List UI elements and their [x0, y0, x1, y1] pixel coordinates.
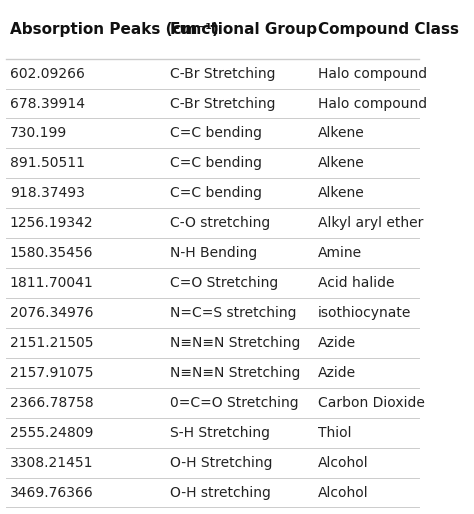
Text: 0=C=O Stretching: 0=C=O Stretching — [170, 396, 299, 410]
Text: O-H stretching: O-H stretching — [170, 486, 271, 500]
Text: N≡N≡N Stretching: N≡N≡N Stretching — [170, 366, 301, 380]
Text: Alkene: Alkene — [318, 186, 365, 200]
Text: 730.199: 730.199 — [10, 126, 67, 140]
Text: Amine: Amine — [318, 246, 362, 260]
Text: 1811.70041: 1811.70041 — [10, 276, 93, 290]
Text: 3469.76366: 3469.76366 — [10, 486, 93, 500]
Text: 918.37493: 918.37493 — [10, 186, 85, 200]
Text: C-Br Stretching: C-Br Stretching — [170, 97, 276, 111]
Text: 2157.91075: 2157.91075 — [10, 366, 93, 380]
Text: 2151.21505: 2151.21505 — [10, 336, 93, 350]
Text: Alkene: Alkene — [318, 126, 365, 140]
Text: N≡N≡N Stretching: N≡N≡N Stretching — [170, 336, 301, 350]
Text: Acid halide: Acid halide — [318, 276, 394, 290]
Text: 1580.35456: 1580.35456 — [10, 246, 93, 260]
Text: 2366.78758: 2366.78758 — [10, 396, 93, 410]
Text: C-Br Stretching: C-Br Stretching — [170, 67, 276, 81]
Text: Alcohol: Alcohol — [318, 455, 369, 470]
Text: N-H Bending: N-H Bending — [170, 246, 257, 260]
Text: 602.09266: 602.09266 — [10, 67, 85, 81]
Text: Azide: Azide — [318, 366, 356, 380]
Text: Thiol: Thiol — [318, 426, 351, 439]
Text: Halo compound: Halo compound — [318, 97, 427, 111]
Text: 2076.34976: 2076.34976 — [10, 306, 93, 320]
Text: Compound Class: Compound Class — [318, 22, 459, 37]
Text: Absorption Peaks (cm⁻¹): Absorption Peaks (cm⁻¹) — [10, 22, 219, 37]
Text: C-O stretching: C-O stretching — [170, 216, 271, 230]
Text: C=C bending: C=C bending — [170, 126, 262, 140]
Text: Functional Group: Functional Group — [170, 22, 317, 37]
Text: N=C=S stretching: N=C=S stretching — [170, 306, 297, 320]
Text: Alkyl aryl ether: Alkyl aryl ether — [318, 216, 423, 230]
Text: 2555.24809: 2555.24809 — [10, 426, 93, 439]
Text: C=C bending: C=C bending — [170, 186, 262, 200]
Text: 1256.19342: 1256.19342 — [10, 216, 93, 230]
Text: 891.50511: 891.50511 — [10, 156, 85, 170]
Text: Alcohol: Alcohol — [318, 486, 369, 500]
Text: C=O Stretching: C=O Stretching — [170, 276, 278, 290]
Text: 3308.21451: 3308.21451 — [10, 455, 93, 470]
Text: Azide: Azide — [318, 336, 356, 350]
Text: 678.39914: 678.39914 — [10, 97, 85, 111]
Text: S-H Stretching: S-H Stretching — [170, 426, 270, 439]
Text: isothiocynate: isothiocynate — [318, 306, 411, 320]
Text: Carbon Dioxide: Carbon Dioxide — [318, 396, 425, 410]
Text: Alkene: Alkene — [318, 156, 365, 170]
Text: O-H Stretching: O-H Stretching — [170, 455, 273, 470]
Text: Halo compound: Halo compound — [318, 67, 427, 81]
Text: C=C bending: C=C bending — [170, 156, 262, 170]
